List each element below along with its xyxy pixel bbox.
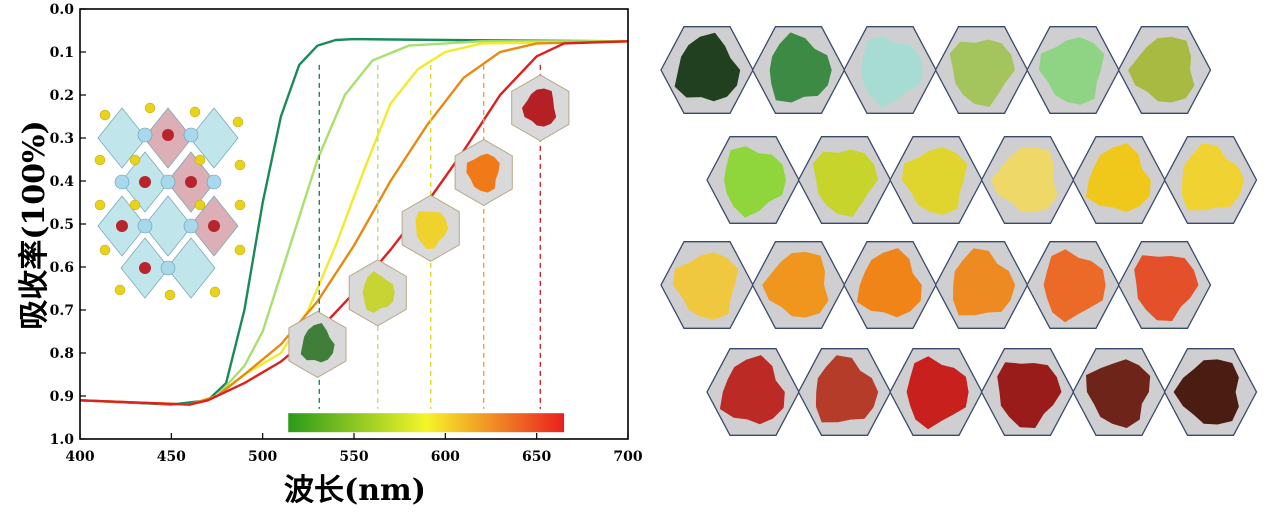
crystal-atom-blue bbox=[137, 218, 153, 234]
crystal-atom-blue bbox=[114, 174, 130, 190]
pigment-swatch bbox=[1072, 348, 1166, 436]
x-tick-label: 600 bbox=[431, 449, 460, 465]
crystal-atom-blue bbox=[160, 174, 176, 190]
y-tick-label: 0.8 bbox=[50, 346, 74, 362]
crystal-atom-yellow bbox=[234, 244, 246, 256]
inset-sample-2 bbox=[348, 259, 407, 327]
crystal-atom-yellow bbox=[194, 199, 206, 211]
pigment-swatch bbox=[797, 348, 892, 436]
y-tick-label: 0.6 bbox=[50, 260, 74, 276]
pigment-swatch bbox=[797, 136, 892, 224]
crystal-atom-red bbox=[162, 129, 174, 141]
crystal-atom-blue bbox=[183, 218, 199, 234]
y-tick-label: 1.0 bbox=[50, 432, 75, 448]
pigment-swatch-grid bbox=[660, 26, 1258, 436]
y-tick-label: 0.5 bbox=[50, 217, 74, 233]
pigment-swatch bbox=[1117, 26, 1212, 114]
y-tick-label: 0.0 bbox=[50, 2, 75, 18]
crystal-atom-yellow bbox=[232, 116, 244, 128]
x-tick-label: 700 bbox=[613, 449, 642, 465]
pigment-swatch bbox=[751, 26, 846, 114]
crystal-atom-red bbox=[208, 220, 220, 232]
crystal-atom-yellow bbox=[234, 199, 246, 211]
pigment-swatch bbox=[934, 241, 1029, 329]
pigment-swatch bbox=[980, 136, 1075, 224]
x-axis-label: 波长(nm) bbox=[284, 473, 426, 508]
y-tick-label: 0.9 bbox=[50, 389, 74, 405]
pigment-swatch bbox=[934, 26, 1029, 114]
crystal-structure-illustration bbox=[94, 102, 246, 301]
inset-sample-5 bbox=[511, 74, 570, 142]
pigment-swatch bbox=[1026, 26, 1120, 114]
pigment-swatch bbox=[889, 136, 983, 224]
crystal-atom-red bbox=[116, 220, 128, 232]
pigment-swatch bbox=[843, 26, 937, 114]
crystal-atom-yellow bbox=[189, 106, 201, 118]
crystal-atom-yellow bbox=[164, 289, 176, 301]
crystal-atom-yellow bbox=[129, 199, 141, 211]
pigment-swatch bbox=[889, 348, 983, 436]
crystal-atom-blue bbox=[160, 260, 176, 276]
x-tick-label: 500 bbox=[248, 449, 277, 465]
pigment-swatch bbox=[1072, 136, 1166, 224]
crystal-atom-yellow bbox=[94, 154, 106, 166]
pigment-swatch bbox=[706, 348, 800, 436]
pigment-swatch bbox=[660, 26, 754, 114]
pigment-swatch bbox=[1117, 241, 1212, 329]
crystal-octahedron bbox=[97, 107, 147, 169]
crystal-atom-yellow bbox=[99, 109, 111, 121]
pigment-swatch bbox=[843, 241, 937, 329]
crystal-atom-yellow bbox=[209, 286, 221, 298]
pigment-swatch bbox=[706, 136, 800, 224]
crystal-octahedron bbox=[166, 237, 216, 299]
crystal-atom-yellow bbox=[94, 199, 106, 211]
x-tick-label: 650 bbox=[522, 449, 551, 465]
inset-sample-3 bbox=[401, 194, 460, 262]
crystal-atom-red bbox=[139, 262, 151, 274]
pigment-swatch bbox=[1163, 348, 1258, 436]
inset-sample-1 bbox=[288, 310, 347, 378]
crystal-atom-yellow bbox=[194, 154, 206, 166]
crystal-atom-red bbox=[185, 176, 197, 188]
y-tick-label: 0.4 bbox=[50, 174, 75, 190]
pigment-swatch bbox=[751, 241, 846, 329]
crystal-atom-blue bbox=[137, 127, 153, 143]
crystal-atom-yellow bbox=[114, 284, 126, 296]
color-gradient-bar bbox=[288, 413, 565, 433]
crystal-atom-blue bbox=[206, 174, 222, 190]
crystal-atom-blue bbox=[183, 127, 199, 143]
pigment-swatch bbox=[980, 348, 1075, 436]
y-axis-label: 吸收率(100%) bbox=[17, 120, 52, 330]
pigment-swatch bbox=[1026, 241, 1120, 329]
y-tick-label: 0.2 bbox=[50, 88, 74, 104]
absorbance-chart: 400 450 500 550 600 650 700 0.0 0.1 0.2 0.3 0.4 0.5… bbox=[17, 2, 643, 508]
y-tick-label: 0.7 bbox=[50, 303, 74, 319]
crystal-atom-yellow bbox=[99, 244, 111, 256]
y-tick-label: 0.1 bbox=[50, 45, 74, 61]
crystal-atom-yellow bbox=[234, 159, 246, 171]
crystal-atom-red bbox=[139, 176, 151, 188]
x-tick-label: 400 bbox=[65, 449, 94, 465]
x-tick-label: 550 bbox=[339, 449, 368, 465]
pigment-swatch bbox=[1163, 136, 1258, 224]
crystal-atom-yellow bbox=[129, 154, 141, 166]
crystal-octahedron bbox=[143, 195, 193, 257]
x-tick-label: 450 bbox=[157, 449, 186, 465]
inset-sample-4 bbox=[454, 138, 513, 206]
crystal-octahedron bbox=[189, 107, 239, 169]
pigment-swatch bbox=[660, 241, 754, 329]
y-tick-label: 0.3 bbox=[50, 131, 74, 147]
crystal-atom-yellow bbox=[144, 102, 156, 114]
